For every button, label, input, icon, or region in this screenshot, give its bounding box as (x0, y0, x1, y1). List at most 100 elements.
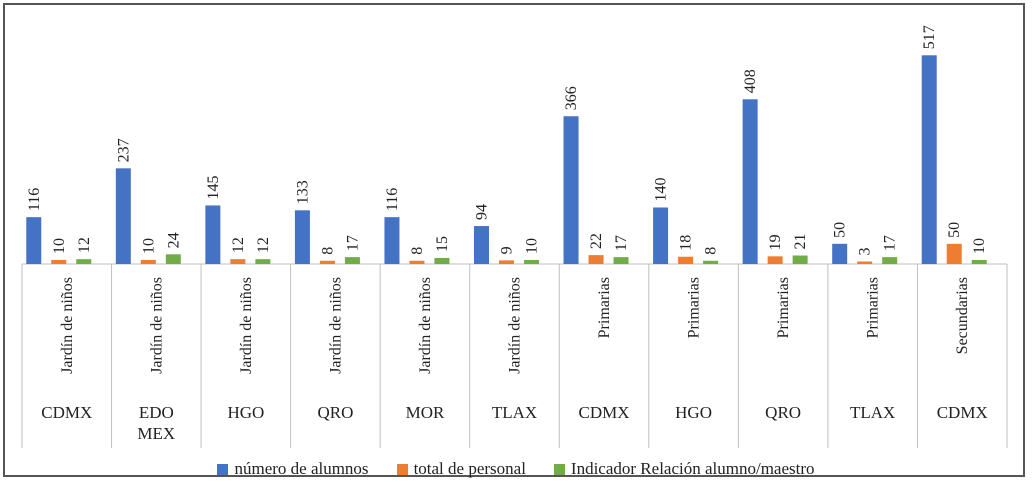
legend-swatch-personal (396, 463, 408, 475)
bar (26, 217, 42, 264)
category-level-label: Primarias (686, 277, 703, 338)
category-level-label: Jardín de niños (148, 277, 165, 374)
bar (384, 217, 400, 264)
bar (613, 257, 629, 264)
legend-swatch-alumnos (217, 463, 229, 475)
legend-label-indicador: Indicador Relación alumno/maestro (570, 459, 815, 478)
data-label: 17 (882, 235, 899, 251)
data-label: 116 (384, 188, 401, 211)
bar (205, 205, 221, 264)
data-label: 15 (434, 236, 451, 252)
data-label: 22 (588, 233, 605, 249)
data-label: 8 (319, 247, 336, 255)
category-state-label: TLAX (850, 403, 895, 422)
bar (832, 243, 848, 264)
data-label: 9 (499, 246, 516, 254)
bar (499, 260, 514, 264)
legend-swatch-indicador (553, 463, 565, 475)
bar (76, 259, 92, 264)
bar (165, 254, 181, 264)
category-state-label: CDMX (579, 403, 630, 422)
data-label: 12 (230, 237, 247, 253)
category-level-label: Primarias (865, 277, 882, 338)
bar (474, 226, 489, 264)
data-label: 237 (115, 138, 132, 162)
data-label: 10 (971, 238, 988, 254)
bar (921, 55, 937, 264)
data-label: 8 (409, 247, 426, 255)
bar (971, 259, 987, 264)
bar (115, 168, 131, 264)
data-label: 19 (767, 234, 784, 250)
data-label: 21 (792, 234, 809, 250)
category-level-label: Jardín de niños (59, 277, 76, 374)
legend-label-alumnos: número de alumnos (234, 459, 369, 478)
data-label: 145 (205, 175, 222, 199)
category-level-label: Jardín de niños (417, 277, 434, 374)
data-label: 116 (26, 188, 43, 211)
bar (792, 255, 808, 264)
bar (742, 99, 758, 265)
data-label: 133 (294, 180, 311, 204)
category-state-label: QRO (317, 403, 353, 422)
bar (409, 260, 425, 264)
data-label: 140 (653, 177, 670, 201)
bar (294, 210, 310, 264)
bar (882, 257, 898, 264)
bar (563, 116, 579, 264)
data-label: 517 (921, 25, 938, 49)
data-label: 8 (703, 247, 720, 255)
category-level-label: Secundarias (954, 277, 971, 354)
data-label: 366 (563, 86, 580, 110)
category-state-label: CDMX (937, 403, 988, 422)
legend-item-indicador: Indicador Relación alumno/maestro (553, 459, 815, 479)
bar (140, 259, 156, 264)
bar (319, 260, 335, 264)
data-label: 408 (742, 69, 759, 93)
bar (703, 260, 719, 264)
bar (524, 259, 539, 264)
data-label: 94 (474, 204, 491, 220)
data-label: 12 (255, 237, 272, 253)
data-label: 24 (165, 232, 182, 248)
legend-item-personal: total de personal (396, 459, 526, 479)
bar (588, 255, 604, 264)
chart-frame (3, 3, 1025, 477)
bar (946, 243, 962, 264)
bar (255, 259, 271, 264)
category-state-label: MEX (137, 424, 175, 443)
bar (230, 259, 246, 264)
legend-label-personal: total de personal (413, 459, 526, 478)
data-label: 3 (857, 248, 874, 256)
category-state-label: MOR (406, 403, 445, 422)
category-level-label: Jardín de niños (507, 277, 524, 374)
bar (344, 257, 360, 264)
bar (51, 259, 67, 264)
data-label: 17 (613, 235, 630, 251)
data-label: 10 (140, 238, 157, 254)
data-label: 17 (344, 235, 361, 251)
data-label: 50 (832, 222, 849, 238)
category-state-label: HGO (227, 403, 264, 422)
legend-item-alumnos: número de alumnos (217, 459, 369, 479)
category-state-label: QRO (765, 403, 801, 422)
data-label: 10 (51, 238, 68, 254)
data-label: 18 (678, 235, 695, 251)
bar (434, 257, 450, 264)
legend: número de alumnos total de personal Indi… (0, 457, 1032, 481)
category-state-label: EDO (139, 403, 174, 422)
category-level-label: Jardín de niños (238, 277, 255, 374)
category-state-label: HGO (675, 403, 712, 422)
category-level-label: Jardín de niños (327, 277, 344, 374)
bar (857, 261, 873, 264)
bar (678, 256, 694, 264)
category-level-label: Primarias (775, 277, 792, 338)
category-level-label: Primarias (596, 277, 613, 338)
category-state-label: CDMX (41, 403, 92, 422)
data-label: 50 (946, 222, 963, 238)
data-label: 12 (76, 237, 93, 253)
bar (653, 207, 669, 264)
category-state-label: TLAX (492, 403, 537, 422)
data-label: 10 (524, 238, 541, 254)
